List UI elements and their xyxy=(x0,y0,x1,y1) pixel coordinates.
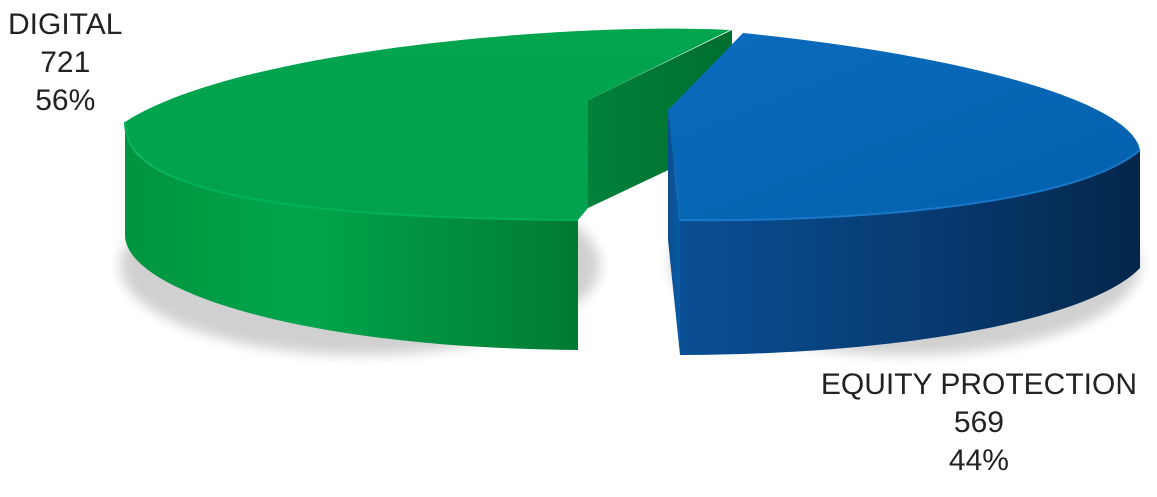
slice-equity-protection xyxy=(668,33,1141,355)
slice-value-equity-protection: 569 xyxy=(953,406,1004,439)
data-label-equity-protection: EQUITY PROTECTION 569 44% xyxy=(821,366,1137,480)
slice-equity-side xyxy=(680,150,1140,355)
slice-digital xyxy=(124,28,732,350)
slice-name-digital: DIGITAL xyxy=(8,8,123,41)
data-label-digital: DIGITAL 721 56% xyxy=(8,6,122,120)
slice-digital-top xyxy=(125,28,730,220)
slice-name-equity-protection: EQUITY PROTECTION xyxy=(820,368,1137,401)
slice-digital-edge xyxy=(124,121,579,221)
slice-digital-side xyxy=(125,125,578,350)
slice-equity-top xyxy=(668,33,1140,221)
slice-percent-equity-protection: 44% xyxy=(948,444,1009,477)
slice-equity-edge xyxy=(679,149,1141,222)
slice-digital-cut xyxy=(588,30,732,208)
slice-equity-cut xyxy=(668,110,680,355)
slice-value-digital: 721 xyxy=(40,46,91,79)
slice-percent-digital: 56% xyxy=(35,84,96,117)
